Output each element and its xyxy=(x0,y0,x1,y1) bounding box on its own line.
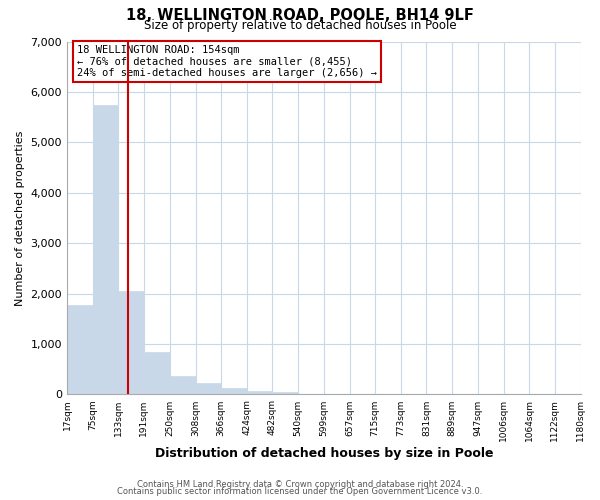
Bar xyxy=(221,388,247,394)
Text: 18 WELLINGTON ROAD: 154sqm
← 76% of detached houses are smaller (8,455)
24% of s: 18 WELLINGTON ROAD: 154sqm ← 76% of deta… xyxy=(77,45,377,78)
Bar xyxy=(272,392,298,394)
X-axis label: Distribution of detached houses by size in Poole: Distribution of detached houses by size … xyxy=(155,447,493,460)
Text: Contains public sector information licensed under the Open Government Licence v3: Contains public sector information licen… xyxy=(118,487,482,496)
Bar xyxy=(118,291,144,395)
Bar xyxy=(144,352,170,395)
Text: Size of property relative to detached houses in Poole: Size of property relative to detached ho… xyxy=(143,19,457,32)
Bar xyxy=(247,391,272,394)
Bar xyxy=(170,376,196,394)
Bar xyxy=(92,104,118,395)
Y-axis label: Number of detached properties: Number of detached properties xyxy=(15,130,25,306)
Text: 18, WELLINGTON ROAD, POOLE, BH14 9LF: 18, WELLINGTON ROAD, POOLE, BH14 9LF xyxy=(126,8,474,22)
Bar xyxy=(196,383,221,394)
Text: Contains HM Land Registry data © Crown copyright and database right 2024.: Contains HM Land Registry data © Crown c… xyxy=(137,480,463,489)
Bar xyxy=(67,304,92,394)
